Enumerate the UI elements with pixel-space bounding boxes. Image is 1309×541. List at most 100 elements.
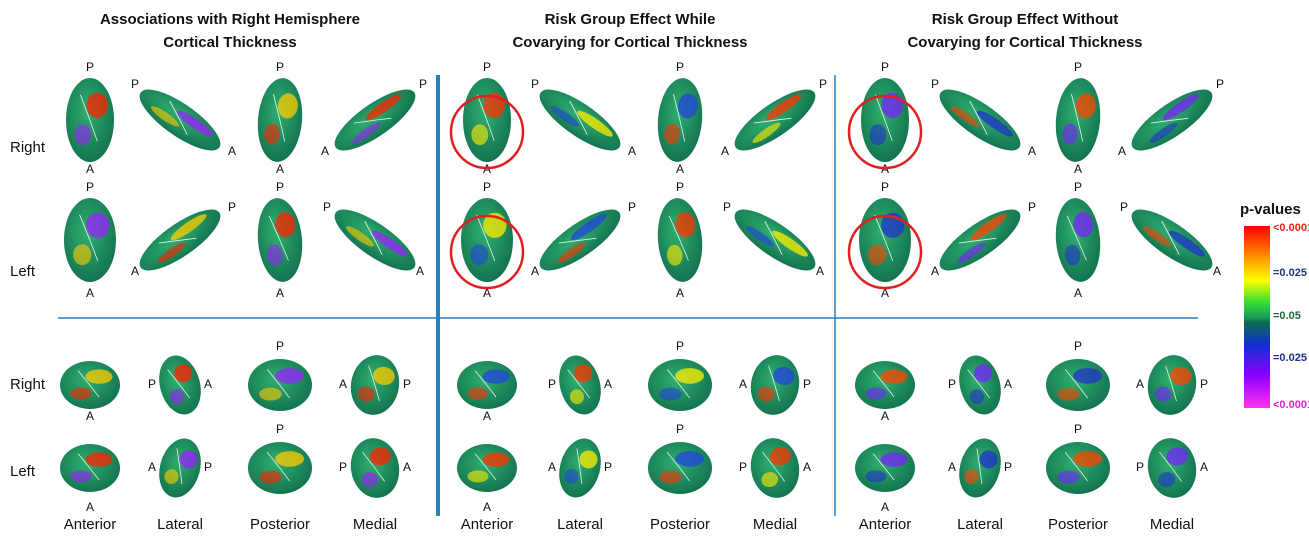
view-label: Medial	[353, 516, 397, 533]
orientation-label: A	[1200, 460, 1208, 474]
surface-spot	[73, 244, 91, 265]
surface	[746, 434, 804, 501]
panel-title: Cortical Thickness	[163, 34, 296, 51]
surface	[457, 444, 517, 492]
view-label: Anterior	[859, 516, 912, 533]
orientation-label: P	[483, 180, 491, 194]
view-label: Lateral	[957, 516, 1003, 533]
orientation-label: P	[1074, 180, 1082, 194]
orientation-label: P	[276, 180, 284, 194]
surface	[861, 78, 909, 162]
orientation-label: A	[416, 264, 424, 278]
row-label: Left	[10, 263, 36, 280]
orientation-label: P	[276, 60, 284, 74]
orientation-label: P	[881, 60, 889, 74]
orientation-label: A	[676, 286, 684, 300]
orientation-label: P	[531, 77, 539, 91]
orientation-label: A	[276, 162, 284, 176]
orientation-label: A	[204, 377, 212, 391]
surface	[1124, 199, 1221, 280]
surface-spot	[483, 452, 510, 466]
orientation-label: P	[1120, 200, 1128, 214]
orientation-label: A	[339, 377, 347, 391]
surface	[457, 361, 517, 409]
surface-spot	[1073, 451, 1102, 467]
view-label: Posterior	[250, 516, 310, 533]
orientation-label: P	[1074, 60, 1082, 74]
orientation-label: P	[276, 339, 284, 353]
orientation-label: P	[931, 77, 939, 91]
surface-spot	[483, 369, 510, 383]
orientation-label: P	[819, 77, 827, 91]
surface-spot	[659, 388, 681, 401]
orientation-label: P	[483, 60, 491, 74]
orientation-label: A	[721, 144, 729, 158]
surface-spot	[659, 471, 681, 484]
surface	[1143, 351, 1201, 418]
surface	[64, 198, 116, 282]
surface	[727, 79, 824, 160]
surface	[1052, 196, 1103, 284]
surface	[327, 79, 424, 160]
view-label: Posterior	[650, 516, 710, 533]
orientation-label: P	[204, 460, 212, 474]
orientation-label: P	[739, 460, 747, 474]
surface	[859, 198, 911, 282]
orientation-label: A	[1213, 264, 1221, 278]
orientation-label: P	[339, 460, 347, 474]
surface	[1046, 442, 1110, 494]
surface	[654, 196, 705, 284]
orientation-label: P	[548, 377, 556, 391]
surface	[153, 434, 207, 502]
orientation-label: P	[676, 180, 684, 194]
orientation-label: A	[86, 409, 94, 423]
surface	[648, 442, 712, 494]
panel-title: Covarying for Cortical Thickness	[512, 34, 747, 51]
orientation-label: P	[676, 60, 684, 74]
orientation-label: A	[1028, 144, 1036, 158]
orientation-label: P	[131, 77, 139, 91]
orientation-label: A	[604, 377, 612, 391]
surface	[855, 444, 915, 492]
surface	[746, 351, 804, 418]
panel-title: Associations with Right Hemisphere	[100, 11, 360, 28]
view-label: Medial	[753, 516, 797, 533]
surface	[532, 79, 629, 160]
surface-spot	[275, 451, 304, 467]
surface	[153, 351, 207, 419]
orientation-label: P	[1200, 377, 1208, 391]
orientation-label: P	[1074, 339, 1082, 353]
orientation-label: A	[148, 460, 156, 474]
surface-spot	[259, 471, 281, 484]
orientation-label: A	[483, 409, 491, 423]
surface	[346, 434, 404, 501]
figure: p-values RightLeftRightLeft<0.0001=0.025…	[0, 0, 1309, 536]
surface-spot	[468, 387, 489, 399]
surface-spot	[675, 451, 704, 467]
surface	[327, 199, 424, 280]
surface-spot	[71, 387, 92, 399]
orientation-label: P	[676, 422, 684, 436]
colorbar-label: <0.0001	[1273, 222, 1309, 234]
surface	[254, 196, 305, 284]
colorbar-label: =0.025	[1273, 352, 1307, 364]
orientation-label: P	[1136, 460, 1144, 474]
colorbar-title: p-values	[1240, 201, 1301, 218]
view-label: Anterior	[461, 516, 514, 533]
orientation-label: P	[1216, 77, 1224, 91]
orientation-label: A	[739, 377, 747, 391]
orientation-label: P	[881, 180, 889, 194]
orientation-label: A	[131, 264, 139, 278]
surface	[932, 79, 1029, 160]
surface	[855, 361, 915, 409]
orientation-label: A	[1004, 377, 1012, 391]
orientation-label: A	[1136, 377, 1144, 391]
view-label: Anterior	[64, 516, 117, 533]
view-label: Posterior	[1048, 516, 1108, 533]
orientation-label: A	[1118, 144, 1126, 158]
surface	[1143, 434, 1201, 501]
row-label: Left	[10, 463, 36, 480]
surface	[553, 434, 607, 502]
surface	[553, 351, 607, 419]
orientation-label: P	[419, 77, 427, 91]
